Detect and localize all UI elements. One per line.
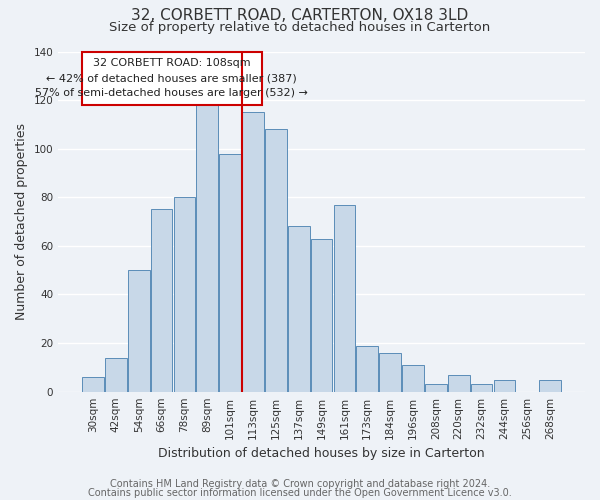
Bar [494, 380, 515, 392]
Bar [334, 204, 355, 392]
Bar [173, 198, 195, 392]
Bar [402, 365, 424, 392]
Text: Contains HM Land Registry data © Crown copyright and database right 2024.: Contains HM Land Registry data © Crown c… [110, 479, 490, 489]
Bar [471, 384, 493, 392]
Bar [288, 226, 310, 392]
Bar [128, 270, 149, 392]
Bar [539, 380, 561, 392]
Bar [242, 112, 264, 392]
Text: Size of property relative to detached houses in Carterton: Size of property relative to detached ho… [109, 21, 491, 34]
Bar [219, 154, 241, 392]
Bar [448, 374, 470, 392]
Bar [105, 358, 127, 392]
Bar [82, 377, 104, 392]
Bar [379, 353, 401, 392]
Bar [265, 130, 287, 392]
Bar [196, 105, 218, 392]
Text: 32 CORBETT ROAD: 108sqm
← 42% of detached houses are smaller (387)
57% of semi-d: 32 CORBETT ROAD: 108sqm ← 42% of detache… [35, 58, 308, 98]
FancyBboxPatch shape [82, 52, 262, 105]
Bar [425, 384, 447, 392]
Text: 32, CORBETT ROAD, CARTERTON, OX18 3LD: 32, CORBETT ROAD, CARTERTON, OX18 3LD [131, 8, 469, 22]
Bar [151, 210, 172, 392]
Bar [311, 238, 332, 392]
Y-axis label: Number of detached properties: Number of detached properties [15, 123, 28, 320]
X-axis label: Distribution of detached houses by size in Carterton: Distribution of detached houses by size … [158, 447, 485, 460]
Text: Contains public sector information licensed under the Open Government Licence v3: Contains public sector information licen… [88, 488, 512, 498]
Bar [356, 346, 378, 392]
